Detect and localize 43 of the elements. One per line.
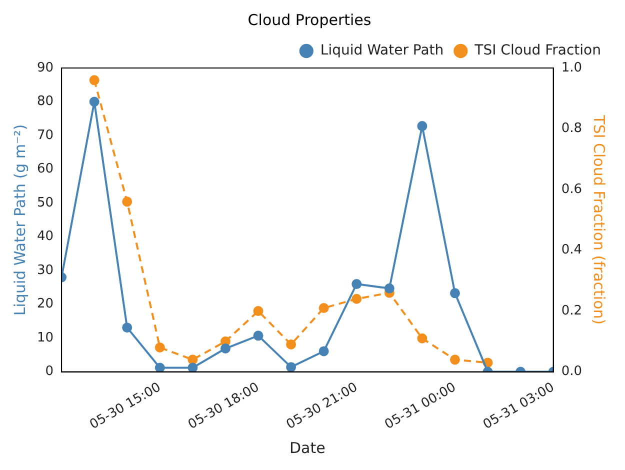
point <box>352 279 362 290</box>
y-tick-label: 10 <box>36 330 54 346</box>
point <box>417 121 428 132</box>
point <box>253 330 264 341</box>
y-tick-label: 40 <box>36 229 54 244</box>
y-axis-title: Liquid Water Path (g m⁻²) <box>10 124 29 316</box>
point <box>220 344 230 354</box>
point <box>450 288 460 298</box>
point <box>122 196 132 207</box>
legend-label: Liquid Water Path <box>320 42 444 59</box>
y-tick-label: 0 <box>45 364 54 380</box>
point <box>122 322 132 333</box>
y-tick-label: 30 <box>36 262 54 278</box>
y2-tick-label: 0.4 <box>561 242 582 258</box>
legend-label: TSI Cloud Fraction <box>474 42 601 59</box>
point <box>352 294 362 304</box>
point <box>286 362 296 372</box>
point <box>450 354 460 365</box>
point <box>89 75 100 86</box>
y-tick-label: 80 <box>36 94 54 110</box>
y2-axis-title: TSI Cloud Fraction (fraction) <box>590 114 608 325</box>
x-axis-title: Date <box>290 438 326 457</box>
y-tick-label: 50 <box>36 195 54 210</box>
y-tick-label: 60 <box>36 162 54 177</box>
y-tick-label: 90 <box>36 60 54 76</box>
point <box>318 346 329 356</box>
point <box>286 339 296 350</box>
chart-title: Cloud Properties <box>248 10 372 29</box>
point <box>89 96 100 107</box>
y2-tick-label: 0.8 <box>561 121 582 136</box>
point <box>154 342 165 352</box>
point <box>417 333 428 344</box>
point <box>318 303 329 314</box>
y-tick-label: 70 <box>36 128 54 143</box>
point <box>188 362 198 372</box>
y2-tick-label: 1.0 <box>561 60 582 76</box>
point <box>384 283 394 294</box>
y2-tick-label: 0.6 <box>561 182 582 197</box>
point <box>253 306 264 316</box>
y2-tick-label: 0.0 <box>561 364 582 380</box>
y2-tick-label: 0.2 <box>561 303 582 318</box>
y-tick-label: 20 <box>36 296 54 312</box>
point <box>154 362 165 372</box>
